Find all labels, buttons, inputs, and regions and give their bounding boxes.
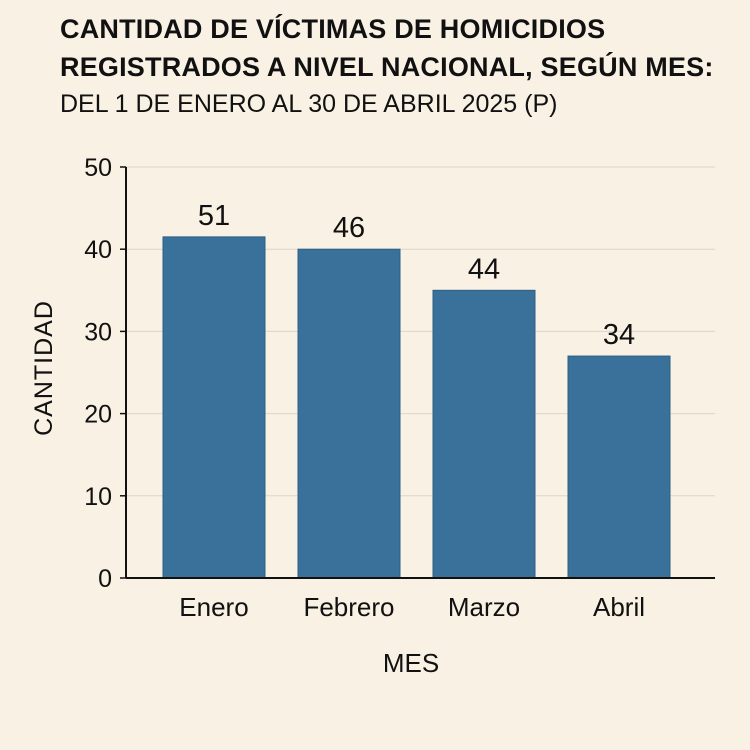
data-label-enero: 51 (198, 200, 230, 232)
y-axis-title: CANTIDAD (30, 300, 58, 436)
x-tick-label-marzo: Marzo (448, 592, 520, 622)
y-tick-label: 10 (84, 483, 112, 511)
x-tick-label-febrero: Febrero (303, 592, 394, 622)
y-tick-label: 30 (84, 318, 112, 346)
chart-title-line-1: CANTIDAD DE VÍCTIMAS DE HOMICIDIOS (60, 14, 606, 44)
data-label-febrero: 46 (333, 212, 365, 244)
data-label-marzo: 44 (468, 253, 500, 285)
bar-abril (567, 355, 671, 579)
chart-title: CANTIDAD DE VÍCTIMAS DE HOMICIDIOS REGIS… (60, 10, 740, 122)
chart-title-line-2: REGISTRADOS A NIVEL NACIONAL, SEGÚN MES: (60, 52, 714, 82)
y-tick-label: 0 (98, 565, 112, 593)
y-tick-label: 20 (84, 401, 112, 429)
data-labels: 51 46 44 34 (198, 200, 635, 351)
bar-marzo (432, 289, 536, 579)
bars (162, 236, 671, 579)
y-tick-label: 50 (84, 154, 112, 182)
x-axis-title: MES (383, 648, 439, 678)
x-tick-label-enero: Enero (179, 592, 248, 622)
chart-subtitle: DEL 1 DE ENERO AL 30 DE ABRIL 2025 (P) (60, 90, 558, 118)
axes (125, 167, 715, 579)
bar-febrero (297, 248, 401, 579)
y-tick-label: 40 (84, 236, 112, 264)
x-tick-label-abril: Abril (593, 592, 645, 622)
bar-enero (162, 236, 266, 579)
x-tick-labels: Enero Febrero Marzo Abril (179, 592, 645, 622)
y-tick-labels: 0 10 20 30 40 50 (84, 154, 126, 593)
data-label-abril: 34 (603, 319, 635, 351)
